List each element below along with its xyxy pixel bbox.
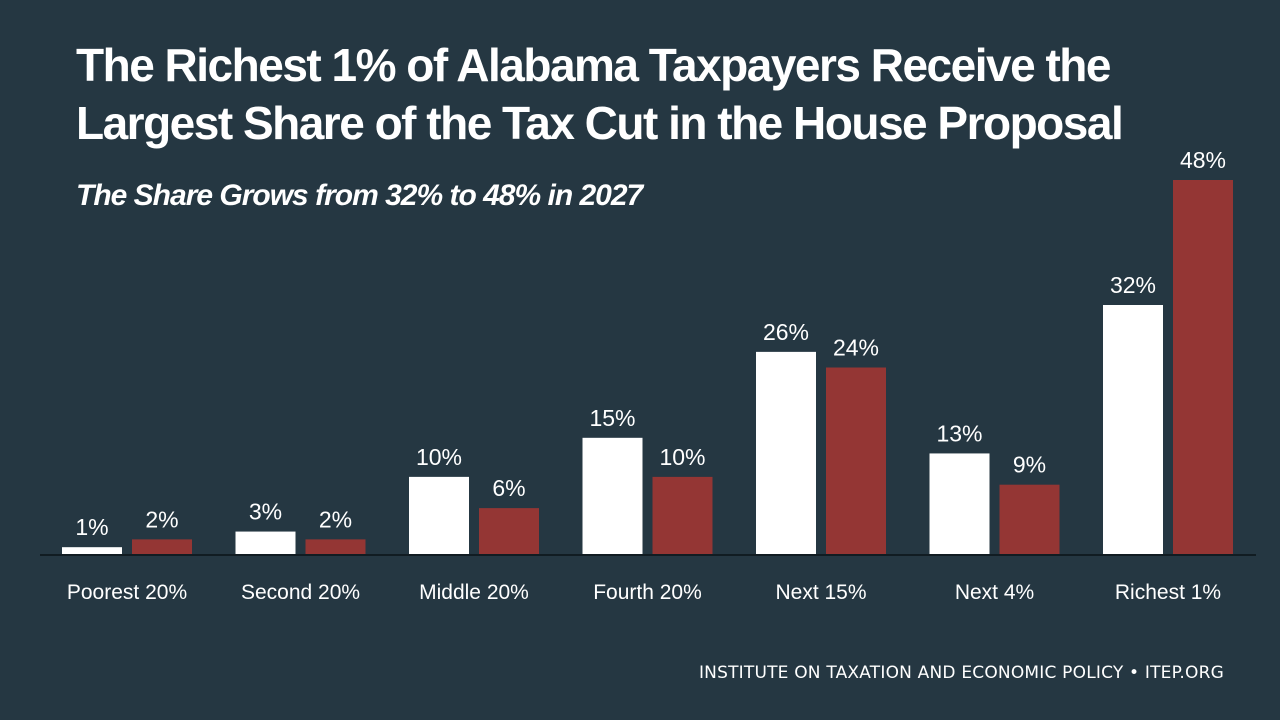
data-label-series-2-3: 10%	[659, 444, 705, 470]
bar-series-2-2	[479, 508, 539, 555]
source-credit: INSTITUTE ON TAXATION AND ECONOMIC POLIC…	[698, 663, 1224, 683]
data-label-series-2-6: 48%	[1180, 147, 1226, 173]
bar-series-1-0	[62, 547, 122, 555]
bar-series-2-6	[1173, 180, 1233, 555]
data-label-series-2-2: 6%	[492, 475, 525, 501]
data-label-series-1-2: 10%	[416, 444, 462, 470]
data-label-series-1-4: 26%	[763, 319, 809, 345]
x-tick-label-1: Second 20%	[241, 581, 360, 604]
data-label-series-1-3: 15%	[589, 405, 635, 431]
data-label-series-2-1: 2%	[319, 506, 352, 532]
bar-series-2-0	[132, 539, 192, 555]
data-label-series-1-1: 3%	[249, 499, 282, 525]
x-tick-label-0: Poorest 20%	[67, 581, 187, 604]
chart-subtitle: The Share Grows from 32% to 48% in 2027	[76, 179, 643, 212]
x-tick-label-6: Richest 1%	[1115, 581, 1221, 604]
bar-series-1-2	[409, 476, 469, 555]
bar-series-1-5	[929, 453, 990, 555]
x-tick-label-2: Middle 20%	[419, 581, 529, 604]
data-label-series-1-5: 13%	[936, 420, 982, 446]
x-tick-label-3: Fourth 20%	[593, 581, 702, 604]
data-label-series-2-0: 2%	[145, 506, 178, 532]
bar-series-1-4	[756, 351, 816, 555]
bar-series-1-6	[1103, 305, 1163, 555]
data-label-series-1-6: 32%	[1110, 272, 1156, 298]
data-label-series-1-0: 1%	[75, 514, 108, 540]
data-label-series-2-4: 24%	[833, 335, 879, 361]
bar-series-2-1	[305, 539, 366, 555]
chart-title: The Richest 1% of Alabama Taxpayers Rece…	[76, 39, 1124, 149]
x-tick-label-5: Next 4%	[955, 581, 1034, 604]
bar-series-1-3	[582, 437, 643, 555]
x-tick-label-4: Next 15%	[775, 581, 866, 604]
data-label-series-2-5: 9%	[1013, 452, 1046, 478]
bar-series-2-4	[826, 367, 886, 555]
bar-series-2-3	[652, 476, 713, 555]
bar-series-1-1	[235, 531, 296, 555]
bar-series-2-5	[999, 484, 1060, 555]
